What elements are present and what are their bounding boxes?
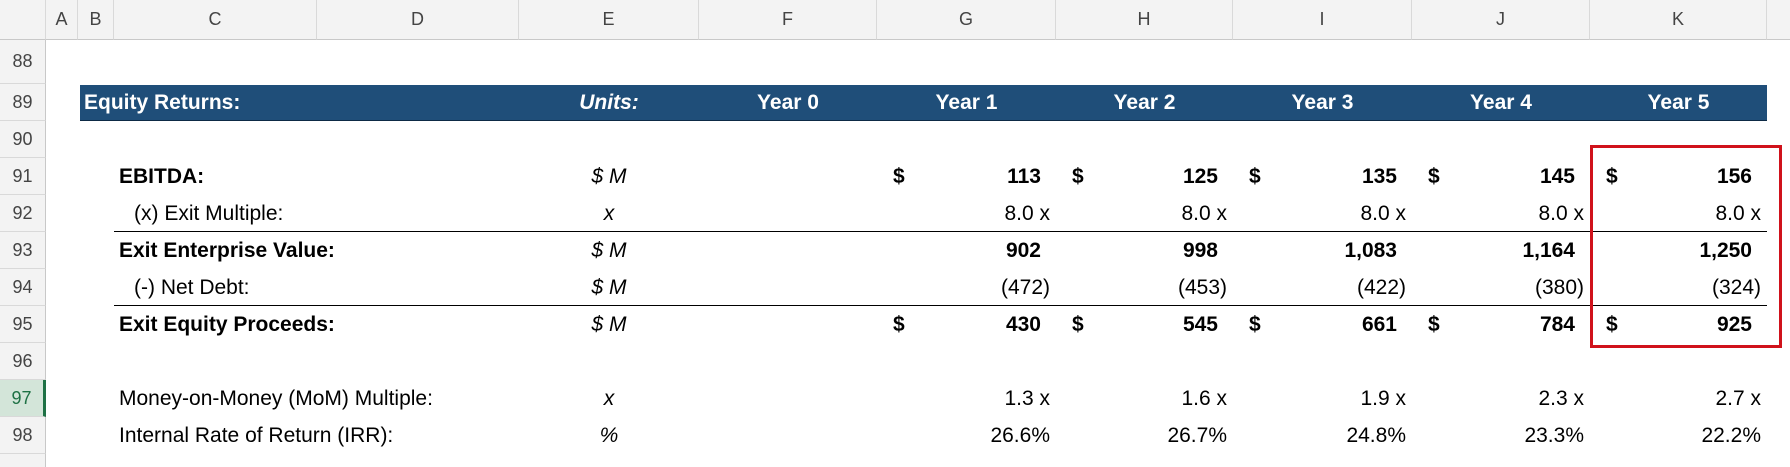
column-header [1767,0,1790,40]
value-cell: (453) [1177,275,1227,299]
value-cell: 22.2% [1701,423,1761,447]
value-cell: 26.6% [990,423,1050,447]
value-cell: 784 [1539,312,1575,336]
column-header[interactable]: H [1056,0,1233,40]
header-band [80,85,1767,121]
currency-sign: $ [1428,164,1440,188]
value-cell: 925 [1716,312,1752,336]
row-label: (x) Exit Multiple: [134,201,284,225]
value-cell: 998 [1182,238,1218,262]
column-header[interactable]: B [78,0,114,40]
value-cell: 145 [1539,164,1575,188]
column-header[interactable]: K [1590,0,1767,40]
row-label: Money-on-Money (MoM) Multiple: [119,386,433,410]
value-cell: 8.0 x [1538,201,1584,225]
value-cell: 545 [1182,312,1218,336]
currency-sign: $ [1606,164,1618,188]
value-cell: 23.3% [1524,423,1584,447]
row-header[interactable]: 95 [0,306,46,343]
value-cell: 1.6 x [1181,386,1227,410]
value-cell: 26.7% [1167,423,1227,447]
row-header[interactable]: 89 [0,84,46,121]
row-header[interactable]: 96 [0,343,46,380]
value-cell: 156 [1716,164,1752,188]
value-cell: 1,250 [1699,238,1752,262]
row-units: $ M [591,312,627,336]
currency-sign: $ [1249,164,1261,188]
highlight-box [1590,145,1782,348]
row-label: Exit Enterprise Value: [119,238,335,262]
column-header[interactable]: E [519,0,699,40]
row-label: Internal Rate of Return (IRR): [119,423,394,447]
column-header[interactable]: I [1233,0,1412,40]
column-header[interactable]: C [114,0,317,40]
row-border [114,305,1767,306]
period-header: Year 3 [1291,90,1354,114]
row-header[interactable]: 93 [0,232,46,269]
currency-sign: $ [1249,312,1261,336]
column-header[interactable]: A [46,0,78,40]
row-header[interactable]: 91 [0,158,46,195]
currency-sign: $ [1072,312,1084,336]
currency-sign: $ [1606,312,1618,336]
row-header[interactable]: 98 [0,417,46,454]
column-header[interactable]: D [317,0,519,40]
row-header[interactable]: 97 [0,380,46,417]
value-cell: 8.0 x [1715,201,1761,225]
value-cell: 1.9 x [1360,386,1406,410]
currency-sign: $ [893,312,905,336]
value-cell: 113 [1007,164,1041,188]
row-header[interactable]: 92 [0,195,46,232]
value-cell: (380) [1534,275,1584,299]
row-label: Exit Equity Proceeds: [119,312,335,336]
row-header[interactable]: 88 [0,40,46,84]
column-header[interactable]: J [1412,0,1590,40]
period-header: Year 1 [935,90,998,114]
value-cell: 8.0 x [1360,201,1406,225]
period-header: Year 5 [1647,90,1710,114]
value-cell: 125 [1182,164,1218,188]
row-header [0,454,46,467]
header-units: Units: [579,90,639,114]
value-cell: 661 [1361,312,1397,336]
currency-sign: $ [1428,312,1440,336]
currency-sign: $ [1072,164,1084,188]
value-cell: 1,164 [1522,238,1575,262]
value-cell: 1,083 [1344,238,1397,262]
value-cell: (324) [1711,275,1761,299]
value-cell: (422) [1356,275,1406,299]
value-cell: 430 [1005,312,1041,336]
row-border [114,231,1767,232]
value-cell: (472) [1000,275,1050,299]
value-cell: 2.7 x [1715,386,1761,410]
row-units: $ M [591,238,627,262]
row-label: (-) Net Debt: [134,275,250,299]
row-header[interactable]: 94 [0,269,46,306]
value-cell: 8.0 x [1181,201,1227,225]
row-units: $ M [591,275,627,299]
value-cell: 902 [1005,238,1041,262]
header-label: Equity Returns: [84,90,241,114]
currency-sign: $ [893,164,905,188]
row-units: x [603,386,615,410]
period-header: Year 0 [757,90,819,114]
value-cell: 8.0 x [1004,201,1050,225]
value-cell: 2.3 x [1538,386,1584,410]
period-header: Year 4 [1470,90,1532,114]
row-label: EBITDA: [119,164,205,188]
value-cell: 1.3 x [1004,386,1050,410]
value-cell: 135 [1361,164,1397,188]
column-header[interactable]: G [877,0,1056,40]
row-units: x [603,201,615,225]
row-units: $ M [591,164,627,188]
row-header[interactable]: 90 [0,121,46,158]
row-units: % [599,423,619,447]
period-header: Year 2 [1113,90,1176,114]
column-header[interactable]: F [699,0,877,40]
corner [0,0,46,40]
value-cell: 24.8% [1346,423,1406,447]
